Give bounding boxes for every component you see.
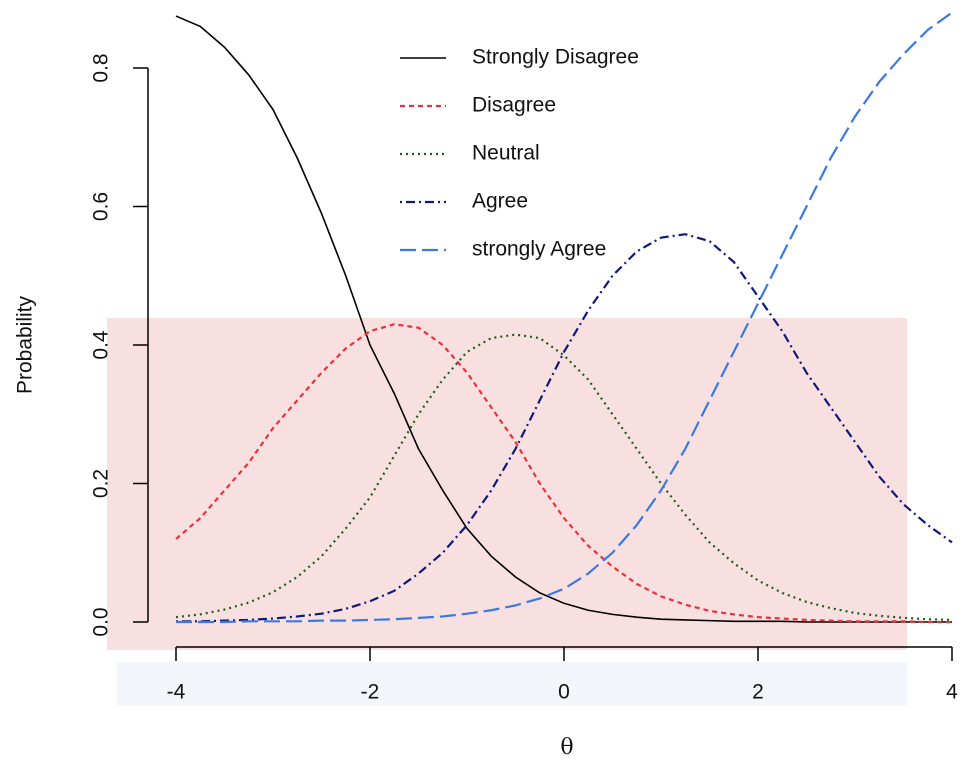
x-tick-label: -4 [167,681,186,704]
legend-label: Strongly Disagree [472,46,639,69]
legend-label: Disagree [472,94,556,117]
y-tick-label: 0.8 [90,53,113,82]
y-tick-label: 0.6 [90,192,113,221]
x-axis-label: θ [560,735,573,760]
legend-label: strongly Agree [472,238,606,261]
y-tick-label: 0.0 [90,607,113,636]
x-tick-label: 2 [752,681,764,704]
series-line [176,233,953,623]
legend-label: Neutral [472,142,540,165]
series-line [176,11,953,624]
y-tick-label: 0.4 [90,330,113,360]
series-line [175,15,952,623]
y-axis-label: Probability [14,295,37,394]
x-tick-label: 0 [558,681,570,704]
series-line [175,323,952,624]
series-line [175,333,953,622]
watermark-band [107,318,907,650]
x-tick-label: 4 [946,681,958,704]
y-tick-label: 0.2 [90,469,113,498]
legend-label: Agree [472,190,528,213]
x-tick-label: -2 [361,681,380,704]
watermark-strip [117,662,907,706]
